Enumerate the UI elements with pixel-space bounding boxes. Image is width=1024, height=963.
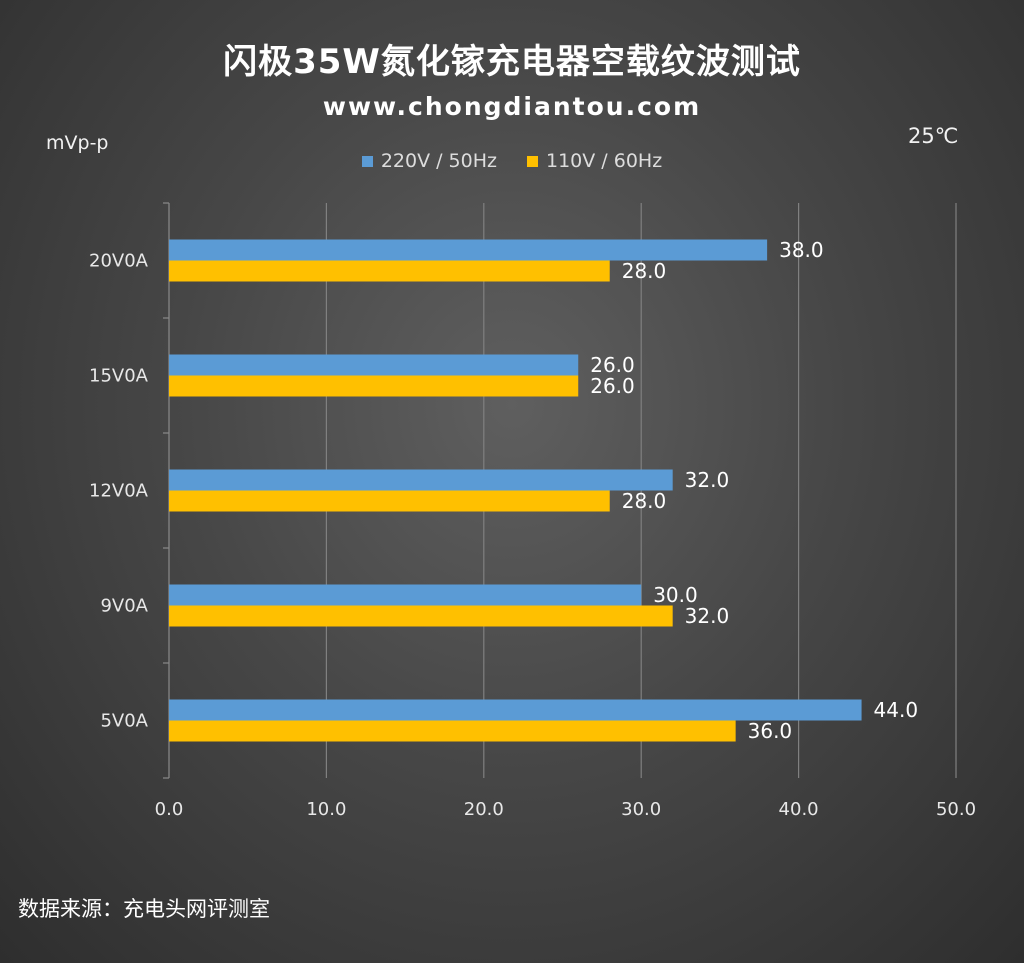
legend-swatch-220v bbox=[361, 155, 373, 167]
bar bbox=[169, 720, 736, 742]
data-label: 28.0 bbox=[622, 489, 667, 513]
legend-item-220v: 220V / 50Hz bbox=[361, 150, 497, 172]
bar bbox=[169, 490, 610, 512]
x-tick-label: 0.0 bbox=[155, 799, 184, 820]
bar bbox=[169, 375, 579, 397]
x-tick-label: 50.0 bbox=[936, 799, 976, 820]
legend-label-110v: 110V / 60Hz bbox=[546, 150, 663, 172]
legend-label-220v: 220V / 50Hz bbox=[380, 150, 497, 172]
data-label: 26.0 bbox=[590, 374, 635, 398]
chart-title: 闪极35W氮化镓充电器空载纹波测试 bbox=[223, 42, 801, 82]
category-label: 5V0A bbox=[100, 711, 148, 732]
data-label: 30.0 bbox=[653, 583, 698, 607]
temperature-label: 25℃ bbox=[908, 124, 959, 148]
bar bbox=[169, 469, 673, 491]
data-label: 44.0 bbox=[874, 698, 919, 722]
data-label: 32.0 bbox=[685, 604, 730, 628]
bar bbox=[169, 699, 862, 721]
category-label: 20V0A bbox=[89, 251, 149, 272]
legend-item-110v: 110V / 60Hz bbox=[527, 150, 662, 172]
category-label: 12V0A bbox=[89, 481, 149, 502]
bar bbox=[169, 584, 642, 606]
bar bbox=[169, 239, 768, 261]
data-label: 28.0 bbox=[622, 259, 667, 283]
chart-subtitle-url: www.chongdiantou.com bbox=[322, 92, 702, 121]
unit-label: mVp-p bbox=[46, 132, 109, 154]
bar bbox=[169, 260, 610, 282]
x-tick-label: 30.0 bbox=[621, 799, 661, 820]
x-tick-label: 10.0 bbox=[306, 799, 346, 820]
x-tick-label: 40.0 bbox=[779, 799, 819, 820]
legend: 220V / 50Hz 110V / 60Hz bbox=[0, 150, 1024, 172]
data-label: 36.0 bbox=[748, 719, 793, 743]
x-tick-label: 20.0 bbox=[464, 799, 504, 820]
data-label: 26.0 bbox=[590, 353, 635, 377]
bar bbox=[169, 605, 673, 627]
category-label: 9V0A bbox=[100, 596, 148, 617]
bar bbox=[169, 354, 579, 376]
legend-swatch-110v bbox=[527, 155, 538, 167]
category-label: 15V0A bbox=[89, 366, 149, 387]
data-label: 38.0 bbox=[779, 238, 824, 262]
data-label: 32.0 bbox=[685, 468, 730, 492]
data-source-label: 数据来源：充电头网评测室 bbox=[18, 897, 270, 921]
